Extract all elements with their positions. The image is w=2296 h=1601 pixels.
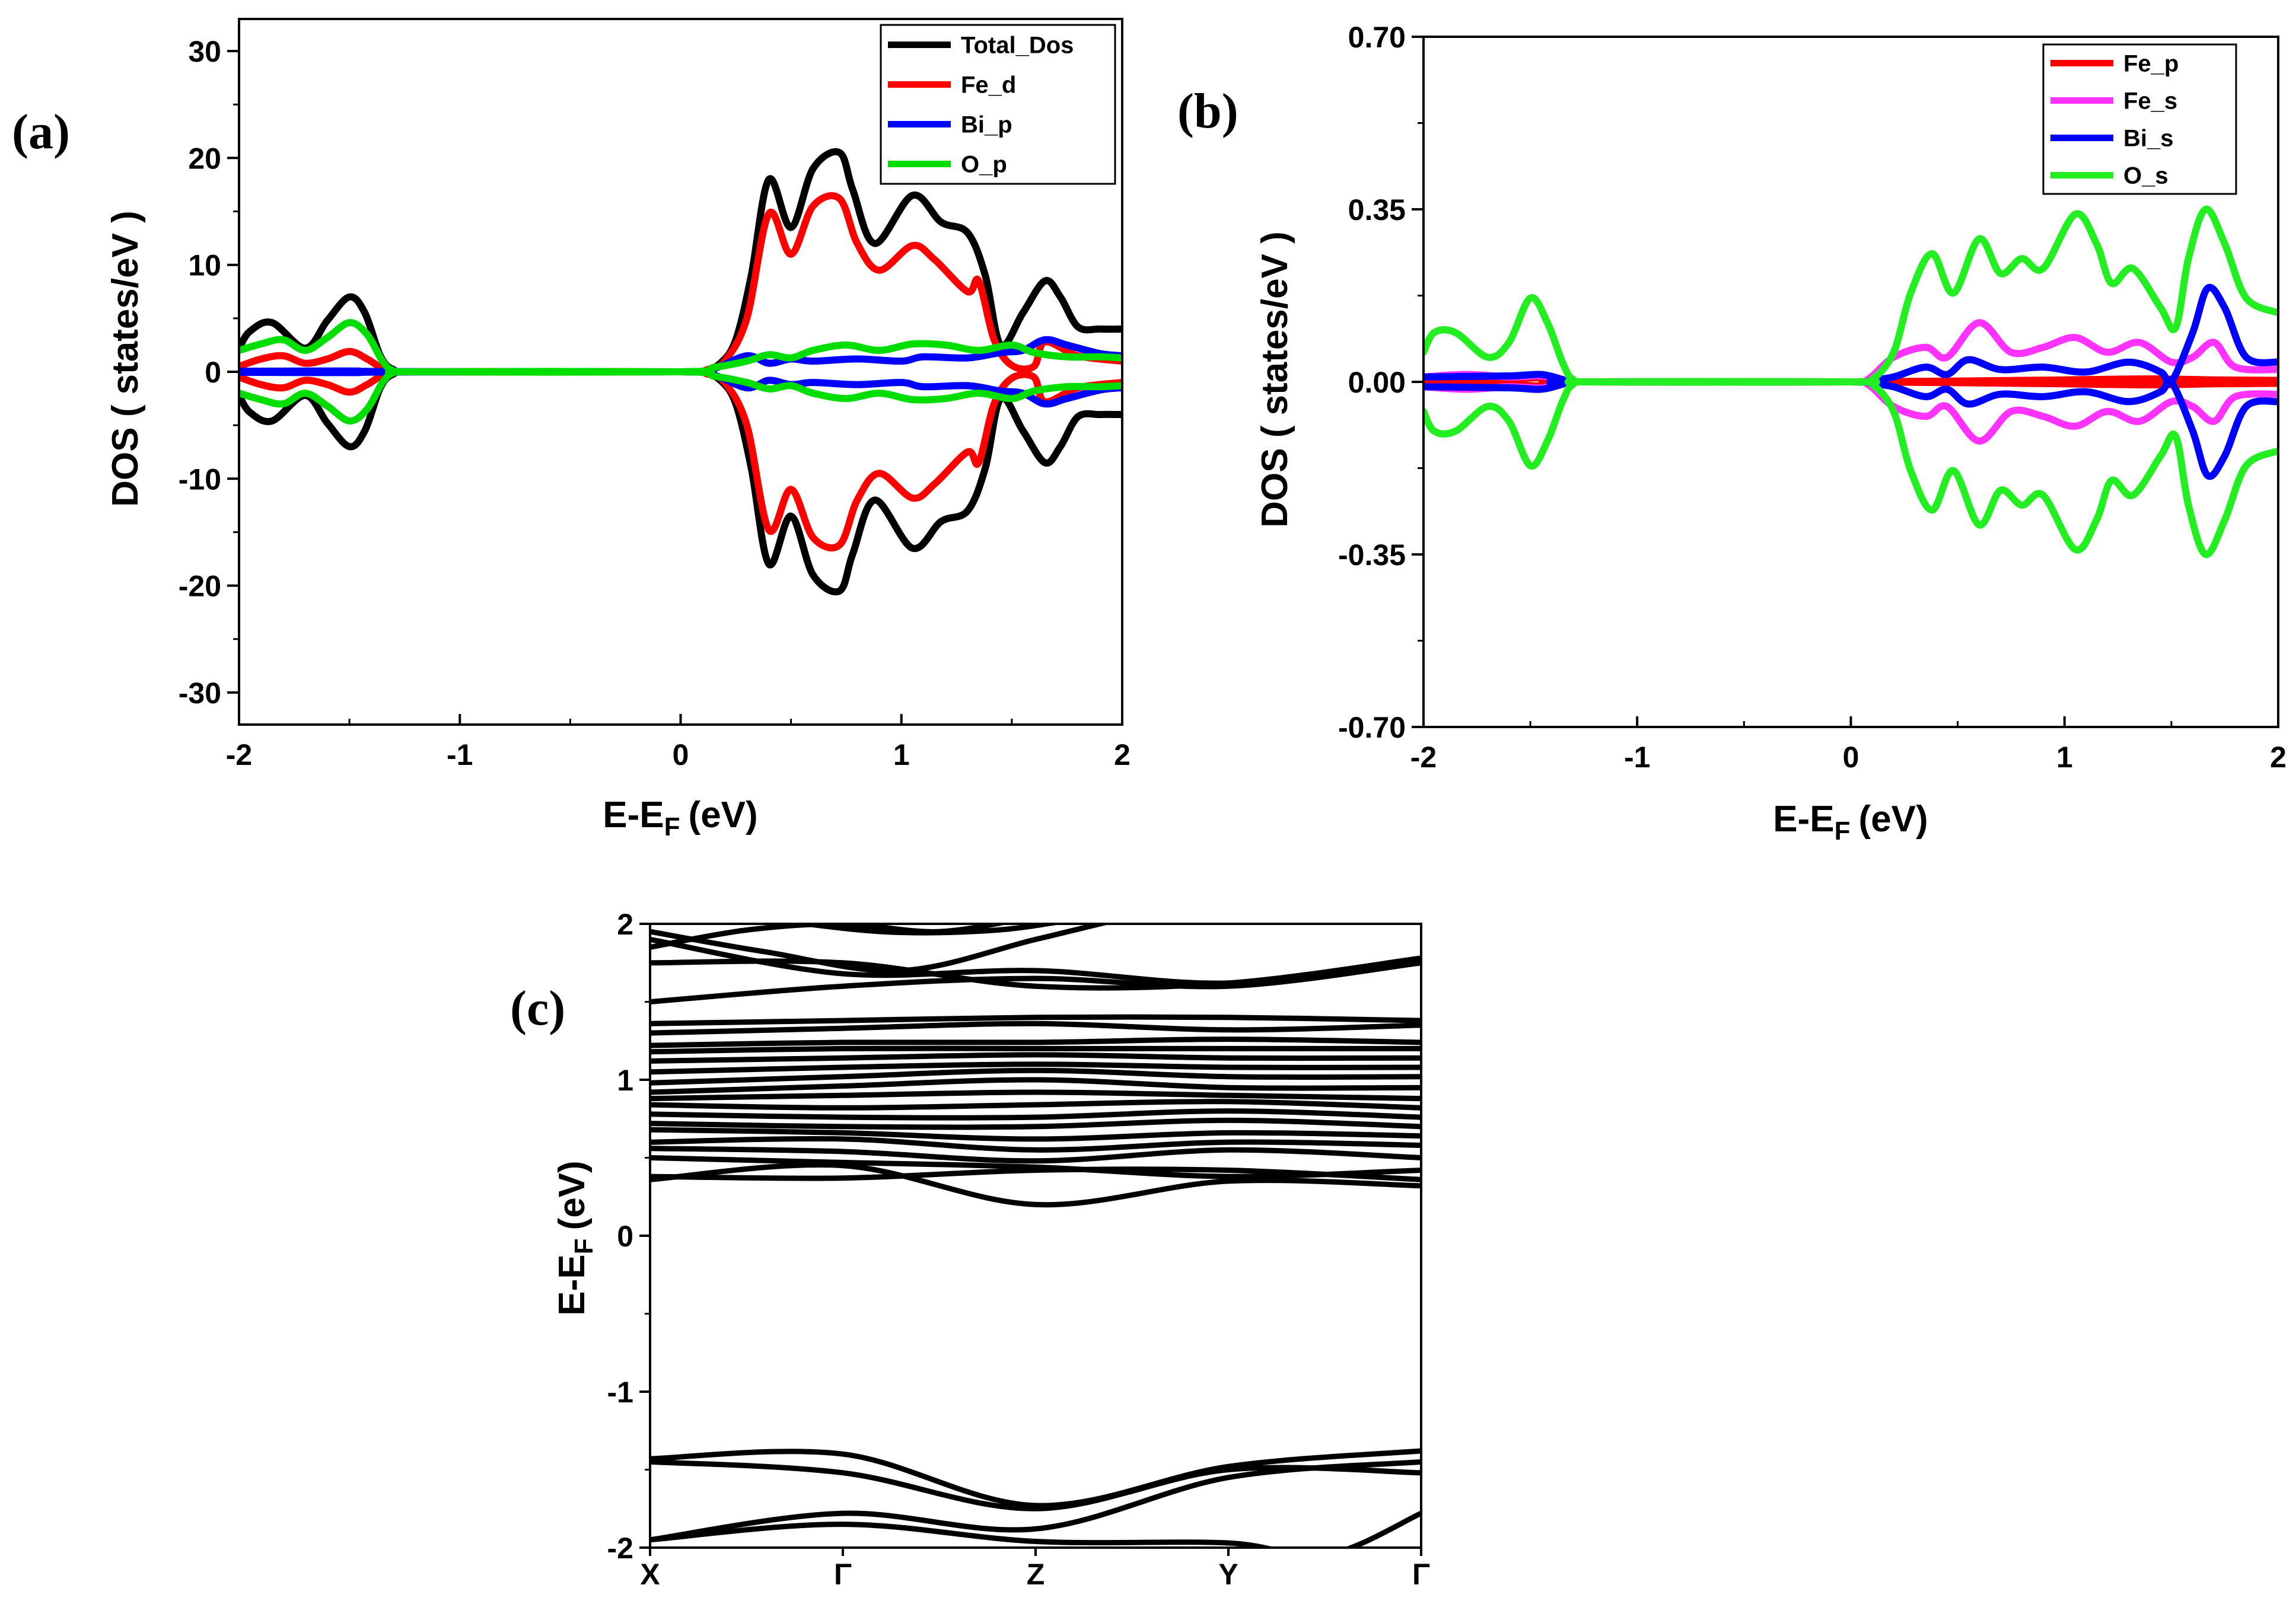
legend-label-Fe_p: Fe_p (2123, 51, 2179, 77)
x-tick-label: -2 (1410, 741, 1437, 774)
panel-b-label: (b) (1177, 84, 1238, 139)
band-c6 (650, 1127, 1421, 1142)
panel-a-label: (a) (12, 104, 70, 160)
band-c16 (650, 1036, 1421, 1048)
band-v1 (650, 1448, 1421, 1508)
panel-b-plot-area: -2 -1 0 1 2 -0.70 -0.35 0.00 0.35 0.70 Fe_p Fe_s Bi_… (1338, 21, 2287, 774)
x-tick-label: -1 (1624, 741, 1650, 774)
band-c1 (650, 1162, 1421, 1208)
panel-b-x-axis-label: E-EF (eV) (1773, 799, 1928, 846)
legend-label-O_p: O_p (961, 152, 1007, 178)
legend-label-Fe_s: Fe_s (2123, 88, 2177, 114)
y-tick-label: 10 (188, 249, 221, 282)
y-tick-label: 2 (617, 908, 633, 941)
band-c10 (650, 1089, 1421, 1102)
x-tick-label: 1 (893, 738, 910, 771)
x-tick-label: 0 (673, 738, 689, 771)
y-tick-label: 20 (188, 142, 221, 175)
legend-label-Total_Dos: Total_Dos (961, 33, 1074, 59)
band-c22 (650, 924, 1010, 950)
x-tick-label: -1 (447, 738, 473, 771)
x-tick-label: 0 (1843, 741, 1859, 774)
panel-b-y-axis-label: DOS ( states/eV ) (1254, 231, 1295, 528)
y-tick-label: -2 (607, 1532, 633, 1565)
band-c9 (650, 1099, 1421, 1111)
band-c3 (650, 1155, 1421, 1179)
band-v3 (650, 1459, 1421, 1543)
y-tick-label: 30 (188, 35, 221, 68)
band-c8 (650, 1108, 1421, 1121)
y-tick-label: -10 (179, 463, 221, 496)
y-tick-label: 0.35 (1348, 193, 1406, 227)
series-Fe_d-up (239, 192, 1122, 376)
y-tick-label: -0.35 (1338, 538, 1406, 572)
legend: Fe_p Fe_s Bi_s O_s (2042, 43, 2237, 195)
x-tick-label: Γ (834, 1558, 852, 1591)
x-tick-label: X (640, 1558, 660, 1591)
legend-box (880, 24, 1116, 185)
band-c11 (650, 1077, 1421, 1095)
series-Bi_s-down (1424, 377, 2278, 480)
legend: Total_Dos Fe_d Bi_p O_p (880, 24, 1116, 185)
panel-c-band-structure: (c) X Γ Z Y Γ -2 -1 0 1 2 E-EF(eV) (510, 908, 1430, 1591)
panel-a-y-axis-label: DOS ( states/eV ) (105, 211, 146, 507)
series-O_s-down (1424, 378, 2278, 559)
y-tick-label: 0 (617, 1220, 633, 1253)
band-c15 (650, 1045, 1421, 1055)
band-c12 (650, 1067, 1421, 1086)
band-c21 (650, 936, 1421, 986)
legend-box (2042, 43, 2237, 195)
band-c4 (650, 1146, 1421, 1164)
legend-label-O_s: O_s (2123, 163, 2168, 189)
x-tick-label: -2 (226, 738, 252, 771)
y-tick-label: -20 (179, 570, 221, 603)
band-c14 (650, 1052, 1421, 1064)
y-tick-label: 0.00 (1348, 366, 1406, 399)
y-tick-label: -1 (607, 1376, 633, 1409)
x-tick-label: 1 (2056, 741, 2073, 774)
series-lines (239, 148, 1122, 596)
band-c17 (650, 1020, 1421, 1036)
band-c18 (650, 1014, 1421, 1026)
x-tick-label: Z (1027, 1558, 1045, 1591)
panel-c-label: (c) (510, 981, 565, 1036)
y-tick-label: 1 (617, 1064, 633, 1097)
series-O_s-up (1424, 205, 2278, 386)
band-c23 (650, 924, 1112, 974)
legend-label-Bi_p: Bi_p (961, 112, 1012, 138)
y-tick-label: -0.70 (1338, 711, 1406, 744)
panel-c-y-axis-label: E-EF(eV) (552, 1160, 598, 1315)
band-v4 (650, 1510, 1421, 1548)
band-c13 (650, 1061, 1421, 1075)
band-c5 (650, 1136, 1421, 1153)
legend-label-Fe_d: Fe_d (961, 72, 1016, 98)
y-tick-label: 0.70 (1348, 21, 1406, 54)
series-O_p-down (239, 368, 1122, 425)
panel-b-dos-chart: (b) -2 -1 0 1 2-0.70-0.350.000.350.70Fe_pFe_… (1177, 21, 2287, 846)
y-tick-label: -30 (179, 677, 221, 710)
x-tick-label: 2 (1114, 738, 1131, 771)
panel-a-x-axis-label: E-EF (eV) (603, 795, 757, 841)
series-O_p-up (239, 319, 1122, 376)
x-tick-label: Y (1218, 1558, 1238, 1591)
series-lines (1424, 205, 2278, 559)
x-tick-label: 2 (2270, 741, 2287, 774)
band-lines (650, 924, 1421, 1548)
band-c7 (650, 1117, 1421, 1130)
legend-label-Bi_s: Bi_s (2123, 126, 2174, 152)
y-tick-label: 0 (205, 356, 221, 389)
series-Fe_d-down (239, 368, 1122, 551)
panel-c-plot-area: X Γ Z Y Γ -2 -1 0 1 2 (607, 908, 1431, 1591)
x-tick-label: Γ (1412, 1558, 1430, 1591)
